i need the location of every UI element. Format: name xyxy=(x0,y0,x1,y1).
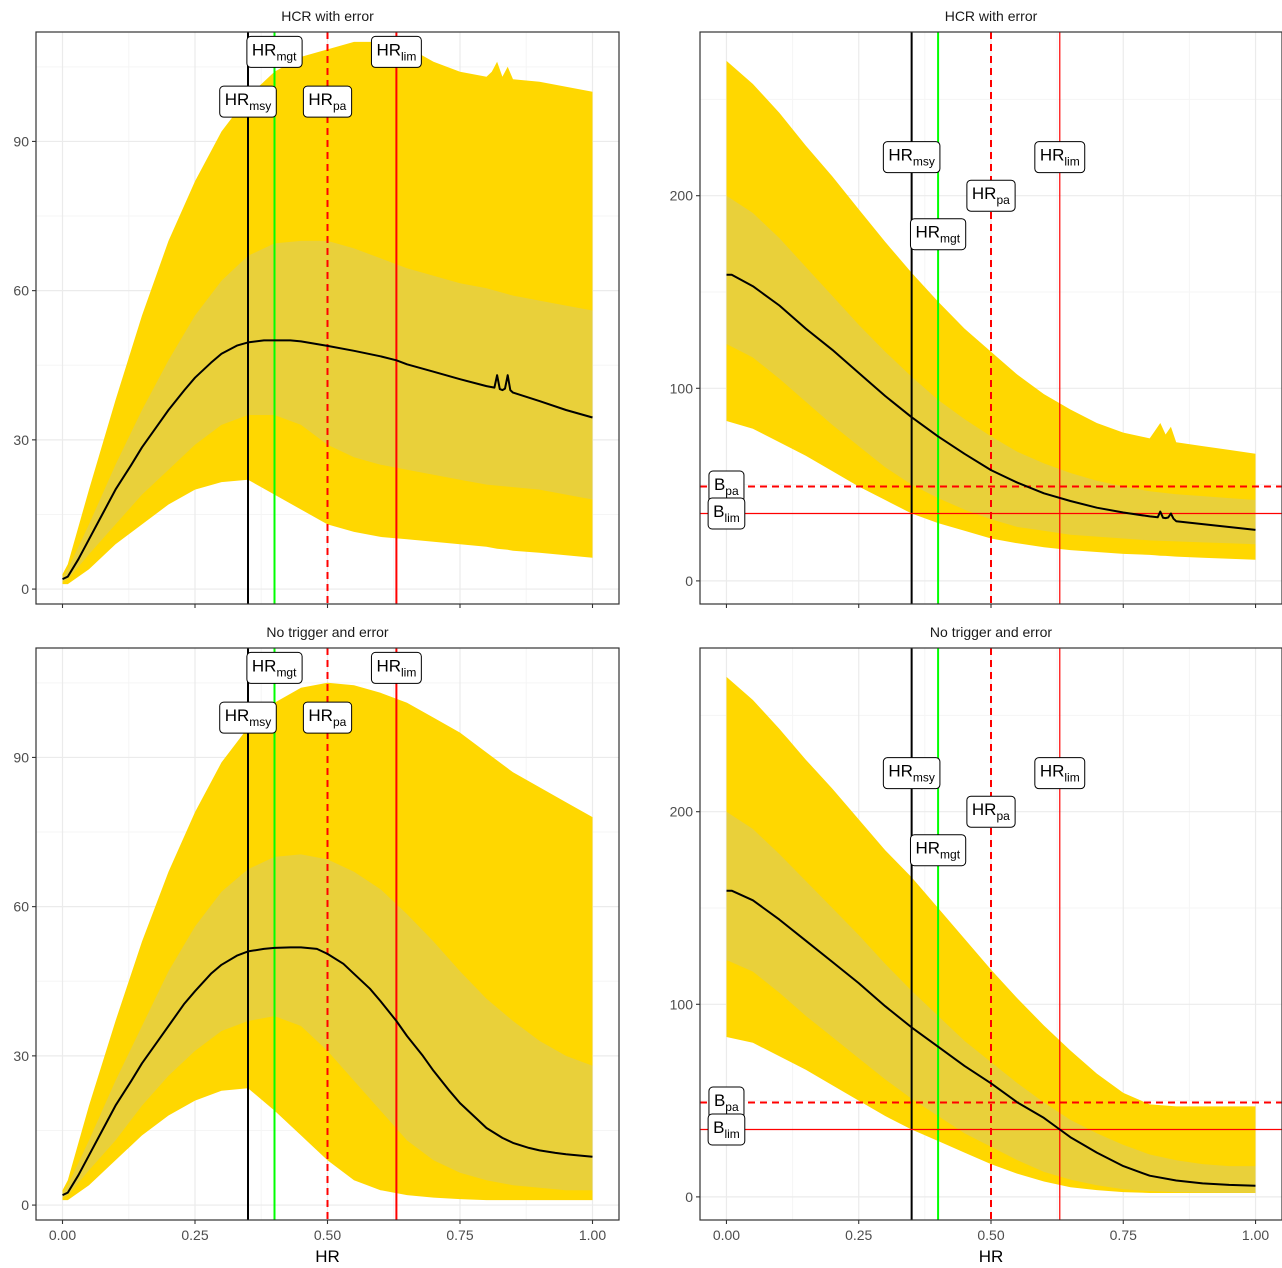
facet-title: No trigger and error xyxy=(930,624,1053,640)
x-tick-label: 0.25 xyxy=(845,1227,872,1243)
svg-text:HRmgt: HRmgt xyxy=(915,839,960,862)
x-tick-label: 1.00 xyxy=(579,1227,606,1243)
y-tick-label: 0 xyxy=(685,573,693,589)
svg-text:Bpa: Bpa xyxy=(714,475,739,498)
svg-text:HRpa: HRpa xyxy=(308,706,346,729)
svg-text:HRmsy: HRmsy xyxy=(888,762,935,785)
label-hrlim: HRlim xyxy=(370,35,422,68)
median-line xyxy=(62,946,593,1197)
svg-text:Bpa: Bpa xyxy=(714,1091,739,1114)
svg-text:HRmsy: HRmsy xyxy=(225,706,272,729)
label-hrlim: HRlim xyxy=(1034,757,1086,790)
x-axis-title: HR xyxy=(315,1247,340,1266)
y-tick-label: 90 xyxy=(13,749,29,765)
label-hrmgt: HRmgt xyxy=(909,218,967,251)
x-tick-label: 0.50 xyxy=(314,1227,341,1243)
svg-text:HRlim: HRlim xyxy=(376,656,416,679)
x-axis-title: HR xyxy=(979,1247,1004,1266)
x-tick-label: 1.00 xyxy=(1242,1227,1269,1243)
panel-4: No trigger and error 0 100 200 0.00 0.25 0.50 0… xyxy=(670,624,1282,1266)
x-tick-label: 0.00 xyxy=(49,1227,76,1243)
facet-title: No trigger and error xyxy=(266,624,389,640)
panel-1: HCR with error 0 30 60 90 HRmgt HRlim HRmsy HRpa xyxy=(13,8,620,608)
y-tick-label: 30 xyxy=(13,1048,29,1064)
label-hrmgt: HRmgt xyxy=(246,651,303,684)
label-hrmsy: HRmsy xyxy=(882,757,941,790)
facet-title: HCR with error xyxy=(945,8,1038,24)
label-blim: Blim xyxy=(707,497,746,530)
label-hrmsy: HRmsy xyxy=(882,141,941,174)
svg-text:HRmsy: HRmsy xyxy=(888,146,935,169)
label-hrpa: HRpa xyxy=(966,795,1016,828)
svg-text:HRlim: HRlim xyxy=(1040,762,1080,785)
label-bpa: Bpa xyxy=(708,470,745,503)
label-hrmsy: HRmsy xyxy=(219,85,277,118)
svg-text:HRpa: HRpa xyxy=(972,184,1010,207)
y-tick-label: 60 xyxy=(13,899,29,915)
label-hrpa: HRpa xyxy=(302,701,353,734)
y-tick-label: 60 xyxy=(13,283,29,299)
panel-3: No trigger and error 0 30 60 90 0.00 0.25 0.50 0… xyxy=(13,624,620,1266)
x-tick-label: 0.00 xyxy=(713,1227,740,1243)
y-tick-label: 0 xyxy=(685,1189,693,1205)
svg-text:HRlim: HRlim xyxy=(1040,146,1080,169)
y-tick-label: 100 xyxy=(670,996,694,1012)
svg-text:HRmsy: HRmsy xyxy=(225,90,272,113)
y-tick-label: 90 xyxy=(13,133,29,149)
svg-text:HRmgt: HRmgt xyxy=(252,656,297,679)
label-bpa: Bpa xyxy=(708,1086,745,1119)
y-tick-label: 0 xyxy=(21,1197,29,1213)
svg-text:HRmgt: HRmgt xyxy=(252,40,297,63)
x-tick-label: 0.75 xyxy=(446,1227,473,1243)
outer-band xyxy=(726,676,1256,1193)
svg-text:Blim: Blim xyxy=(713,502,740,525)
panel-2: HCR with error 0 100 200 HRmsy HRlim HRpa HRmgt… xyxy=(670,8,1282,608)
y-tick-label: 100 xyxy=(670,380,694,396)
label-hrmgt: HRmgt xyxy=(909,834,967,867)
label-hrlim: HRlim xyxy=(370,651,422,684)
y-tick-label: 0 xyxy=(21,581,29,597)
y-tick-label: 30 xyxy=(13,432,29,448)
x-tick-label: 0.50 xyxy=(977,1227,1004,1243)
median-line xyxy=(62,339,593,581)
svg-text:HRlim: HRlim xyxy=(376,40,416,63)
svg-text:HRpa: HRpa xyxy=(972,800,1010,823)
median-line xyxy=(726,889,1256,1187)
svg-text:HRmgt: HRmgt xyxy=(915,223,960,246)
svg-text:HRpa: HRpa xyxy=(308,90,346,113)
label-blim: Blim xyxy=(707,1113,746,1146)
inner-band xyxy=(726,195,1256,545)
facet-title: HCR with error xyxy=(281,8,374,24)
label-hrmgt: HRmgt xyxy=(246,35,303,68)
label-hrmsy: HRmsy xyxy=(219,701,277,734)
y-tick-label: 200 xyxy=(670,188,694,204)
x-tick-label: 0.25 xyxy=(181,1227,208,1243)
label-hrpa: HRpa xyxy=(966,179,1016,212)
label-hrpa: HRpa xyxy=(302,85,353,118)
svg-text:Blim: Blim xyxy=(713,1118,740,1141)
x-tick-label: 0.75 xyxy=(1110,1227,1137,1243)
median-line xyxy=(726,273,1256,531)
inner-band xyxy=(62,240,593,582)
label-hrlim: HRlim xyxy=(1034,141,1086,174)
y-tick-label: 200 xyxy=(670,804,694,820)
